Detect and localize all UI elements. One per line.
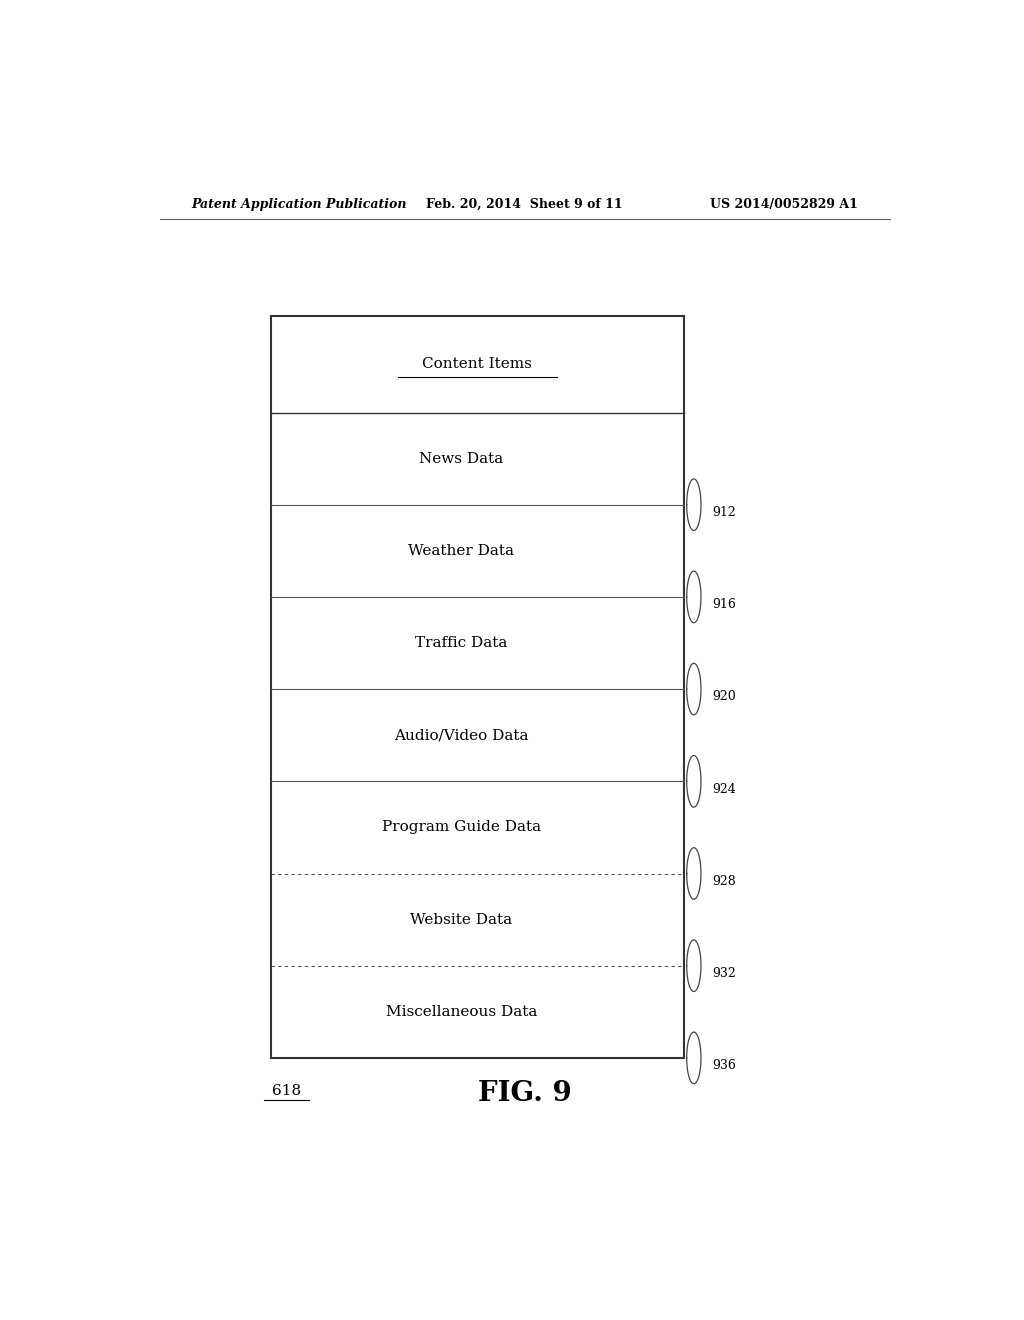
Text: 916: 916 [712, 598, 736, 611]
Text: Miscellaneous Data: Miscellaneous Data [386, 1005, 537, 1019]
Text: Feb. 20, 2014  Sheet 9 of 11: Feb. 20, 2014 Sheet 9 of 11 [426, 198, 624, 211]
Text: Program Guide Data: Program Guide Data [382, 821, 541, 834]
Text: 920: 920 [712, 690, 736, 704]
Text: Website Data: Website Data [411, 912, 512, 927]
Text: 932: 932 [712, 968, 736, 979]
Text: Traffic Data: Traffic Data [415, 636, 508, 649]
Text: News Data: News Data [419, 451, 504, 466]
Text: US 2014/0052829 A1: US 2014/0052829 A1 [711, 198, 858, 211]
Text: 912: 912 [712, 506, 736, 519]
Text: 936: 936 [712, 1059, 736, 1072]
Text: 618: 618 [272, 1085, 301, 1098]
Text: 924: 924 [712, 783, 736, 796]
Text: FIG. 9: FIG. 9 [478, 1080, 571, 1107]
Text: Patent Application Publication: Patent Application Publication [191, 198, 407, 211]
Text: Content Items: Content Items [422, 358, 532, 371]
Bar [270, 315, 684, 1057]
Text: 928: 928 [712, 875, 736, 888]
Text: Audio/Video Data: Audio/Video Data [394, 729, 528, 742]
Text: Weather Data: Weather Data [409, 544, 514, 558]
